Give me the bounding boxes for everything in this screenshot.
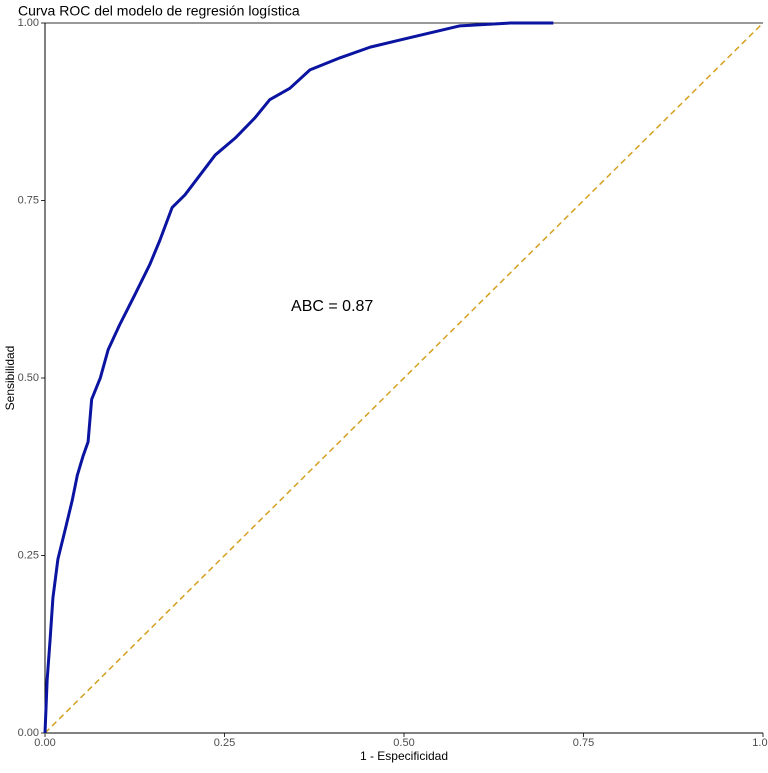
x-tick-label: 0.25	[214, 737, 235, 749]
y-tick-label: 0.75	[18, 194, 39, 206]
x-tick-label: 0.50	[393, 737, 414, 749]
x-tick-label: 1.00	[752, 737, 768, 749]
y-tick-label: 0.00	[18, 727, 39, 739]
y-tick-label: 0.25	[18, 549, 39, 561]
x-tick-label: 0.75	[573, 737, 594, 749]
chart-title: Curva ROC del modelo de regresión logíst…	[18, 3, 300, 19]
x-axis-label: 1 - Especificidad	[360, 749, 448, 763]
y-tick-label: 0.50	[18, 372, 39, 384]
y-tick-label: 1.00	[18, 17, 39, 29]
x-tick-label: 0.00	[34, 737, 55, 749]
roc-curve	[43, 21, 554, 734]
reference-line	[44, 22, 764, 734]
y-axis-label: Sensibilidad	[3, 346, 17, 411]
annotation: ABC = 0.87	[291, 298, 373, 315]
